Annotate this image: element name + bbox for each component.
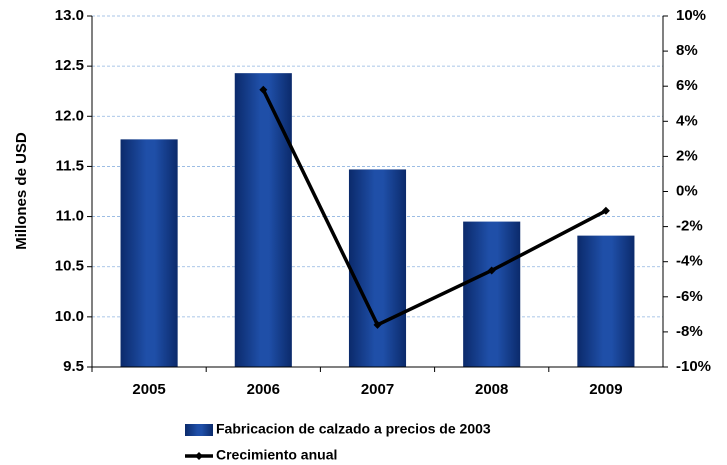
- y2-tick-label: 10%: [676, 7, 706, 24]
- line-marker: [373, 320, 382, 329]
- y-tick-label: 10.0: [55, 308, 84, 325]
- y2-tick-label: -10%: [676, 358, 711, 375]
- y2-tick-label: 8%: [676, 42, 698, 59]
- x-tick-label: 2006: [247, 381, 280, 398]
- y2-tick-label: -6%: [676, 288, 703, 305]
- x-tick-label: 2009: [589, 381, 622, 398]
- legend-label: Crecimiento anual: [216, 447, 337, 463]
- y2-tick-label: -8%: [676, 323, 703, 340]
- legend-label: Fabricacion de calzado a precios de 2003: [216, 421, 491, 437]
- y-tick-label: 9.5: [63, 358, 84, 375]
- x-tick-label: 2008: [475, 381, 508, 398]
- legend-swatch: [185, 424, 213, 436]
- x-tick-label: 2007: [361, 381, 394, 398]
- line-marker: [259, 85, 268, 94]
- legend-marker: [195, 452, 203, 460]
- line-marker: [487, 266, 496, 275]
- y-tick-label: 12.0: [55, 107, 84, 124]
- line-marker: [601, 206, 610, 215]
- y-tick-label: 13.0: [55, 7, 84, 24]
- y-tick-label: 11.0: [56, 208, 84, 225]
- line: [261, 88, 607, 328]
- bar: [577, 235, 635, 367]
- y-axis-label: Millones de USD: [13, 132, 30, 250]
- y2-tick-label: 2%: [676, 147, 698, 164]
- y2-tick-label: 4%: [676, 112, 698, 129]
- bar: [348, 169, 407, 367]
- y2-tick-label: -2%: [676, 218, 703, 235]
- bar: [463, 221, 521, 367]
- bar: [234, 73, 292, 368]
- y2-tick-label: 6%: [676, 77, 698, 94]
- y2-tick-label: 0%: [676, 182, 698, 199]
- y-tick-label: 12.5: [55, 57, 84, 74]
- x-tick-label: 2005: [132, 381, 165, 398]
- bar: [120, 139, 178, 367]
- y-tick-label: 10.5: [55, 258, 84, 275]
- y2-tick-label: -4%: [676, 253, 703, 270]
- y-tick-label: 11.5: [56, 157, 84, 174]
